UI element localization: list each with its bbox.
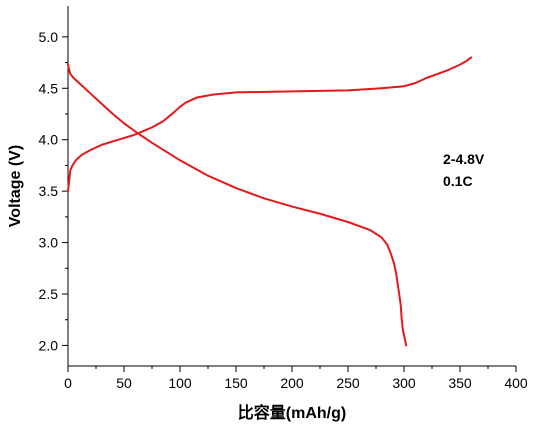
x-tick-label: 0 (64, 375, 72, 391)
x-tick-label: 200 (280, 375, 304, 391)
y-tick-label: 5.0 (39, 29, 59, 45)
y-tick-label: 3.0 (39, 235, 59, 251)
y-tick-label: 4.0 (39, 132, 59, 148)
annotation-voltage-range: 2-4.8V (443, 151, 485, 167)
y-tick-label: 2.5 (39, 286, 59, 302)
discharge-curve-line (67, 63, 408, 347)
series-group (67, 56, 473, 347)
x-tick-label: 350 (448, 375, 472, 391)
y-axis-title: Voltage (V) (7, 145, 24, 227)
x-tick-label: 100 (168, 375, 192, 391)
x-tick-label: 250 (336, 375, 360, 391)
x-ticks-group: 0 50 100 150 200 250 300 350 400 (64, 366, 528, 391)
annotation-c-rate: 0.1C (443, 173, 473, 189)
y-tick-label: 4.5 (39, 80, 59, 96)
x-tick-label: 300 (392, 375, 416, 391)
x-tick-label: 50 (116, 375, 132, 391)
x-tick-label: 400 (504, 375, 528, 391)
charge-curve-line (67, 56, 473, 193)
x-tick-label: 150 (224, 375, 248, 391)
y-tick-label: 2.0 (39, 337, 59, 353)
y-ticks-group: 2.0 2.5 3.0 3.5 4.0 4.5 5.0 (39, 29, 68, 353)
x-axis-title: 比容量(mAh/g) (238, 403, 346, 422)
y-tick-label: 3.5 (39, 183, 59, 199)
